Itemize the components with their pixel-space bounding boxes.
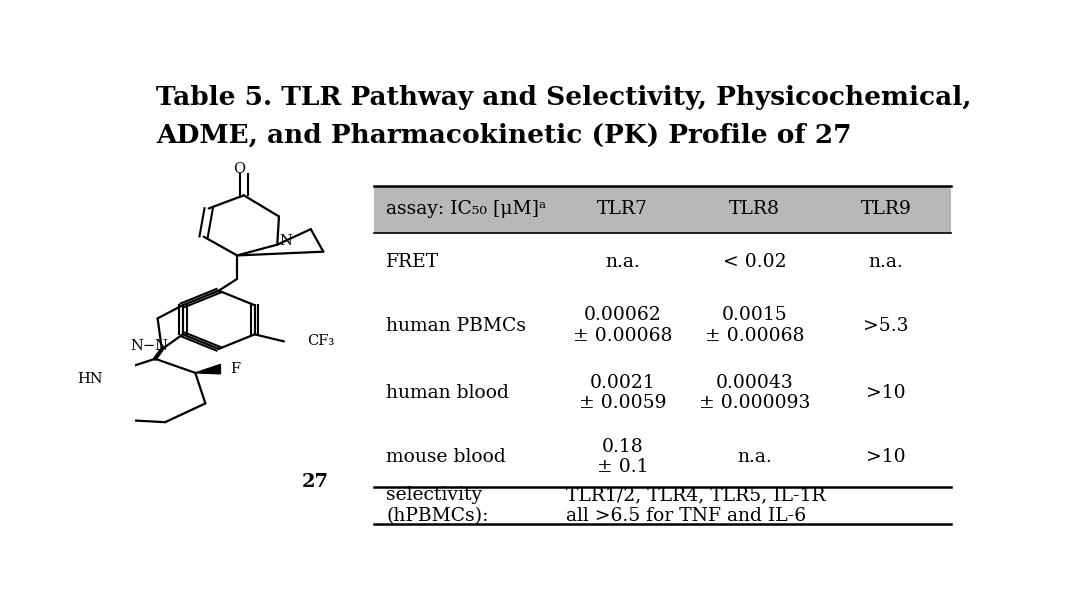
Text: human PBMCs: human PBMCs [387,317,526,335]
Text: n.a.: n.a. [868,253,904,271]
Text: TLR1/2, TLR4, TLR5, IL-1R
all >6.5 for TNF and IL-6: TLR1/2, TLR4, TLR5, IL-1R all >6.5 for T… [566,486,826,525]
Text: 0.18
± 0.1: 0.18 ± 0.1 [597,437,648,476]
Text: mouse blood: mouse blood [387,448,505,466]
Text: human blood: human blood [387,384,509,402]
Text: >5.3: >5.3 [863,317,909,335]
Text: TLR8: TLR8 [729,201,780,218]
Text: >10: >10 [866,448,906,466]
Text: F: F [230,362,241,376]
Text: < 0.02: < 0.02 [723,253,786,271]
Text: selectivity
(hPBMCs):: selectivity (hPBMCs): [387,486,488,525]
Text: TLR9: TLR9 [861,201,912,218]
Text: 27: 27 [301,473,328,491]
Text: 0.00062
± 0.00068: 0.00062 ± 0.00068 [572,306,673,345]
Text: assay: IC₅₀ [μM]ᵃ: assay: IC₅₀ [μM]ᵃ [387,201,546,218]
Text: O: O [233,162,245,176]
Polygon shape [195,364,220,374]
Text: >10: >10 [866,384,906,402]
Text: HN: HN [77,372,103,386]
Text: CF₃: CF₃ [308,334,335,348]
Text: 0.00043
± 0.000093: 0.00043 ± 0.000093 [699,374,810,412]
Text: N: N [280,234,292,248]
Text: n.a.: n.a. [605,253,640,271]
Text: N−N: N−N [131,339,168,353]
Text: FRET: FRET [387,253,440,271]
Text: Table 5. TLR Pathway and Selectivity, Physicochemical,: Table 5. TLR Pathway and Selectivity, Ph… [156,85,971,110]
Text: 0.0015
± 0.00068: 0.0015 ± 0.00068 [704,306,805,345]
Text: n.a.: n.a. [737,448,772,466]
Text: TLR7: TLR7 [597,201,648,218]
Bar [374,186,951,233]
Text: ADME, and Pharmacokinetic (PK) Profile of 27: ADME, and Pharmacokinetic (PK) Profile o… [156,123,851,148]
Text: 0.0021
± 0.0059: 0.0021 ± 0.0059 [579,374,666,412]
